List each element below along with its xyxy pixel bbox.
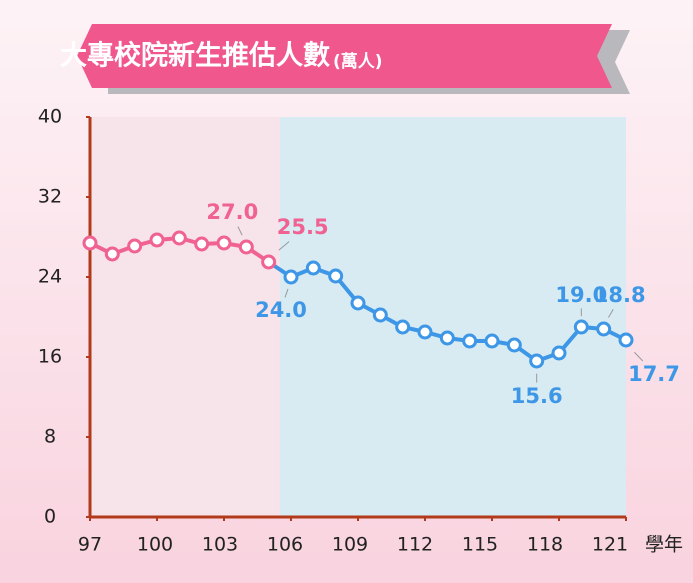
data-point: [531, 355, 543, 367]
data-point: [173, 232, 185, 244]
x-tick-label: 115: [462, 534, 498, 556]
x-tick-label: 100: [137, 534, 173, 556]
x-tick-label: 97: [78, 534, 102, 556]
data-label: 27.0: [206, 200, 258, 224]
x-tick-label: 121: [592, 534, 628, 556]
data-point: [508, 339, 520, 351]
data-point: [598, 323, 610, 335]
data-point: [263, 256, 275, 268]
data-point: [307, 262, 319, 274]
data-point: [620, 334, 632, 346]
data-point: [196, 238, 208, 250]
page: {"chart_data": {"type": "line", "title":…: [0, 0, 693, 583]
x-tick-label: 109: [332, 534, 368, 556]
data-point: [218, 237, 230, 249]
x-tick-label: 106: [267, 534, 303, 556]
data-point: [553, 347, 565, 359]
y-tick-label: 40: [38, 106, 62, 128]
x-tick-label: 112: [397, 534, 433, 556]
y-tick-label: 16: [38, 346, 62, 368]
data-point: [464, 335, 476, 347]
x-tick-label: 118: [527, 534, 563, 556]
data-point: [129, 240, 141, 252]
data-point: [330, 270, 342, 282]
data-label: 17.7: [628, 362, 680, 386]
data-point: [374, 309, 386, 321]
data-label: 18.8: [594, 283, 646, 307]
data-point: [240, 241, 252, 253]
y-tick-label: 32: [38, 186, 62, 208]
data-point: [419, 326, 431, 338]
data-label: 25.5: [277, 215, 329, 239]
data-label: 15.6: [511, 384, 563, 408]
data-point: [285, 271, 297, 283]
y-tick-label: 0: [44, 506, 56, 528]
data-point: [397, 321, 409, 333]
data-point: [575, 321, 587, 333]
forecast-region: [280, 117, 626, 517]
data-point: [106, 248, 118, 260]
plot-area: 0 8 16 24 32 40 97 100 103 106 109 112 115 118 121 27.0…: [38, 106, 680, 556]
chart: 大專校院新生推估人數 (萬人) 0 8 16 24 32 40 97 100 103 106 109…: [0, 0, 693, 583]
data-label: 24.0: [255, 298, 307, 322]
y-tick-label: 24: [38, 266, 62, 288]
x-axis-label: 學年: [645, 534, 683, 556]
data-point: [352, 297, 364, 309]
unit-label: (萬人): [333, 51, 383, 72]
chart-title: 大專校院新生推估人數: [60, 40, 330, 72]
data-point: [441, 332, 453, 344]
x-tick-label: 103: [202, 534, 238, 556]
past-region: [90, 117, 280, 517]
data-point: [151, 234, 163, 246]
data-point: [84, 237, 96, 249]
y-tick-label: 8: [44, 426, 56, 448]
data-point: [486, 335, 498, 347]
